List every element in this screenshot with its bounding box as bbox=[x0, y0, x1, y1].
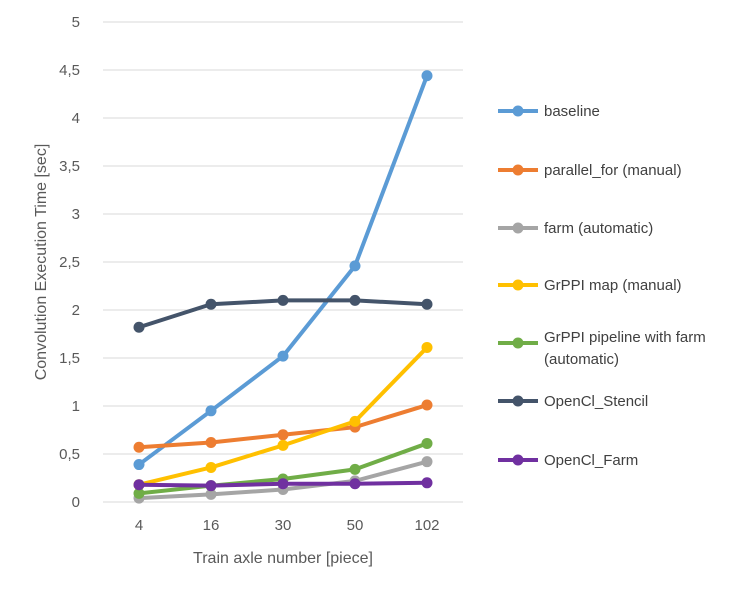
data-point bbox=[205, 436, 217, 448]
y-tick-label: 1,5 bbox=[59, 350, 80, 367]
x-tick-label: 4 bbox=[135, 517, 143, 534]
legend-item: baseline bbox=[498, 103, 600, 120]
legend-label: parallel_for (manual) bbox=[544, 162, 682, 179]
legend-marker bbox=[512, 164, 524, 176]
x-axis-title: Train axle number [piece] bbox=[193, 550, 373, 567]
data-point bbox=[421, 70, 433, 82]
data-point bbox=[133, 321, 145, 333]
series-0 bbox=[133, 70, 433, 471]
x-tick-label: 30 bbox=[275, 517, 292, 534]
data-point bbox=[205, 461, 217, 473]
legend-label: GrPPI map (manual) bbox=[544, 277, 682, 294]
series-lines bbox=[133, 70, 433, 504]
y-tick-label: 3 bbox=[72, 206, 80, 223]
legend-item: parallel_for (manual) bbox=[498, 162, 682, 179]
data-point bbox=[205, 405, 217, 417]
y-tick-label: 3,5 bbox=[59, 158, 80, 175]
data-point bbox=[349, 415, 361, 427]
y-tick-label: 5 bbox=[72, 14, 80, 31]
data-point bbox=[349, 478, 361, 490]
y-axis-title: Convolution Execution Time [sec] bbox=[33, 144, 50, 381]
data-point bbox=[277, 439, 289, 451]
x-tick-label: 50 bbox=[347, 517, 364, 534]
legend-label: OpenCl_Farm bbox=[544, 452, 638, 469]
x-tick-label: 102 bbox=[414, 517, 439, 534]
legend-marker bbox=[512, 222, 524, 234]
legend-marker bbox=[512, 105, 524, 117]
legend-label: OpenCl_Stencil bbox=[544, 393, 648, 410]
legend-item: OpenCl_Farm bbox=[498, 452, 638, 469]
legend-label: baseline bbox=[544, 103, 600, 120]
legend: baseline parallel_for (manual) farm (autom… bbox=[498, 103, 706, 469]
x-axis-ticks: 4 16 30 50 102 bbox=[135, 517, 440, 534]
data-point bbox=[133, 459, 145, 471]
data-point bbox=[421, 399, 433, 411]
data-point bbox=[421, 341, 433, 353]
legend-marker bbox=[512, 337, 524, 349]
y-tick-label: 2 bbox=[72, 302, 80, 319]
y-axis-ticks: 0 0,5 1 1,5 2 2,5 3 3,5 4 4,5 5 bbox=[59, 14, 80, 511]
legend-item: farm (automatic) bbox=[498, 220, 653, 237]
series-6 bbox=[133, 477, 433, 492]
legend-marker bbox=[512, 279, 524, 291]
data-point bbox=[349, 294, 361, 306]
data-point bbox=[277, 478, 289, 490]
x-tick-label: 16 bbox=[203, 517, 220, 534]
gridlines bbox=[103, 21, 463, 503]
data-point bbox=[205, 480, 217, 492]
series-1 bbox=[133, 399, 433, 453]
y-tick-label: 0 bbox=[72, 494, 80, 511]
data-point bbox=[205, 488, 217, 500]
y-tick-label: 1 bbox=[72, 398, 80, 415]
data-point bbox=[133, 441, 145, 453]
legend-label: GrPPI pipeline with farm (automatic) bbox=[544, 329, 706, 368]
data-point bbox=[421, 477, 433, 489]
data-point bbox=[277, 429, 289, 441]
y-tick-label: 4 bbox=[72, 110, 80, 127]
legend-marker bbox=[512, 454, 524, 466]
data-point bbox=[133, 487, 145, 499]
data-point bbox=[133, 479, 145, 491]
data-point bbox=[277, 350, 289, 362]
data-point bbox=[421, 456, 433, 468]
data-point bbox=[277, 294, 289, 306]
legend-label: farm (automatic) bbox=[544, 220, 653, 237]
y-tick-label: 0,5 bbox=[59, 446, 80, 463]
legend-item: GrPPI pipeline with farm (automatic) bbox=[498, 329, 706, 368]
y-tick-label: 4,5 bbox=[59, 62, 80, 79]
series-line bbox=[137, 345, 429, 487]
y-tick-label: 2,5 bbox=[59, 254, 80, 271]
legend-item: OpenCl_Stencil bbox=[498, 393, 648, 410]
data-point bbox=[349, 260, 361, 272]
data-point bbox=[421, 437, 433, 449]
legend-item: GrPPI map (manual) bbox=[498, 277, 682, 294]
data-point bbox=[421, 298, 433, 310]
legend-marker bbox=[512, 395, 524, 407]
data-point bbox=[349, 463, 361, 475]
data-point bbox=[205, 298, 217, 310]
series-5 bbox=[133, 294, 433, 333]
